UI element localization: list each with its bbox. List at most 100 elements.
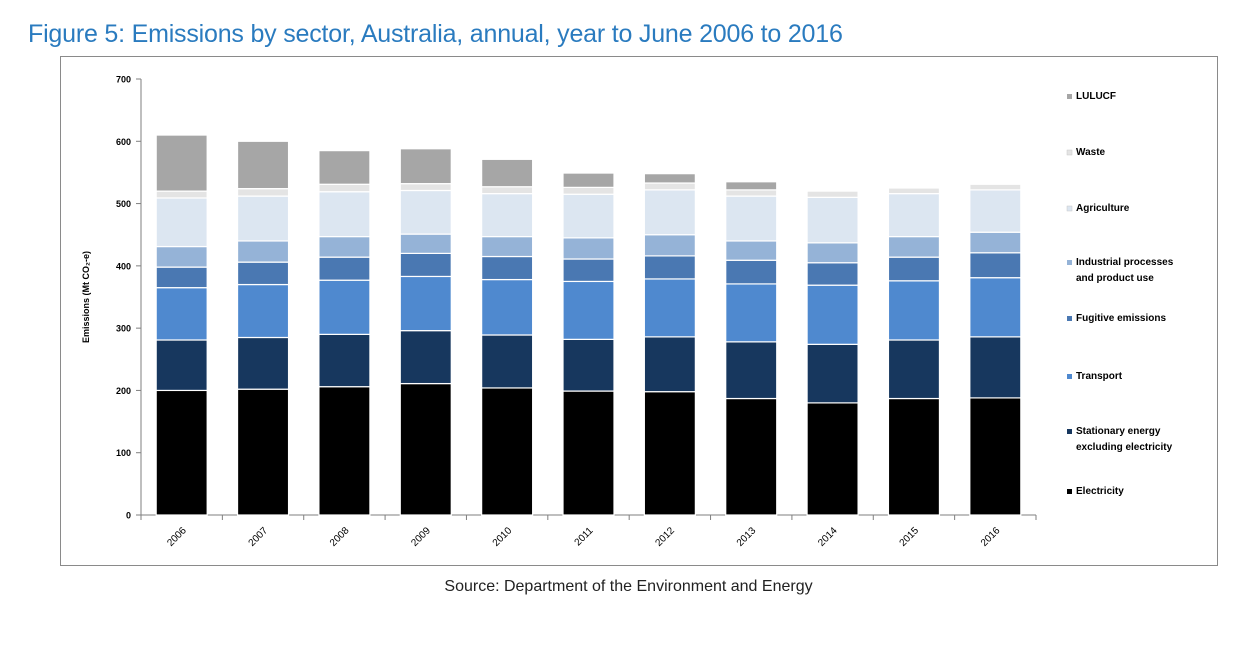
bar-segment-agriculture-2014 [806,196,859,244]
bar-segment-electricity-2010 [481,387,534,516]
bar-segment-stationary-energy-excluding-electricity-2011 [562,338,615,392]
figure-title: Figure 5: Emissions by sector, Australia… [28,20,843,48]
bar-segment-lulucf-2008 [318,150,371,185]
bar-segment-transport-2006 [155,287,208,341]
x-tick-label: 2014 [816,525,840,549]
legend-label: LULUCF [1076,91,1116,102]
bar-segment-agriculture-2013 [725,195,778,242]
bar-segment-industrial-processes-and-product-use-2014 [806,242,859,264]
bar-segment-lulucf-2006 [155,134,208,192]
x-tick-label: 2013 [735,525,759,549]
bar-segment-stationary-energy-excluding-electricity-2014 [806,343,859,404]
bar-segment-electricity-2008 [318,386,371,516]
legend-label: Stationary energy excluding electricity [1076,426,1173,453]
bar-segment-stationary-energy-excluding-electricity-2006 [155,339,208,392]
bar-segment-electricity-2007 [236,388,290,516]
legend-label: Industrial processes and product use [1076,257,1174,284]
bar-segment-agriculture-2012 [643,189,696,236]
legend-label: Fugitive emissions [1076,313,1166,324]
bar-segment-electricity-2013 [725,397,778,516]
bar-segment-industrial-processes-and-product-use-2006 [155,245,208,268]
bar-segment-transport-2011 [562,280,615,340]
bar-segment-stationary-energy-excluding-electricity-2016 [969,336,1022,399]
bar-segment-agriculture-2008 [318,191,371,238]
bar-segment-stationary-energy-excluding-electricity-2013 [725,341,778,400]
bar-segment-lulucf-2013 [725,181,778,191]
bar-segment-industrial-processes-and-product-use-2013 [725,240,778,261]
legend-swatch [1067,94,1072,99]
bar-segment-stationary-energy-excluding-electricity-2008 [318,333,371,388]
bar-segment-transport-2015 [887,280,941,341]
x-tick-label: 2008 [328,525,352,549]
bar-segment-industrial-processes-and-product-use-2012 [643,234,696,257]
bar-segment-fugitive-emissions-2016 [969,252,1022,279]
legend-swatch [1066,149,1073,156]
legend-label: Agriculture [1076,203,1130,214]
bar-segment-transport-2016 [969,277,1022,338]
bar-segment-waste-2012 [643,182,696,191]
y-tick-label: 100 [116,448,131,458]
legend-swatch [1067,429,1072,434]
bar-segment-waste-2008 [318,183,371,193]
bar-segment-electricity-2015 [887,397,941,516]
bar-segment-transport-2014 [806,284,859,345]
bar-segment-fugitive-emissions-2010 [481,255,534,281]
bar-segment-lulucf-2011 [562,172,615,188]
bar-segment-agriculture-2015 [887,193,941,238]
bar-segment-fugitive-emissions-2007 [236,261,290,286]
x-tick-label: 2016 [979,525,1003,549]
bar-segment-stationary-energy-excluding-electricity-2012 [643,336,696,393]
legend-swatch [1067,316,1072,321]
bar-segment-fugitive-emissions-2014 [806,262,859,286]
legend-swatch [1067,374,1072,379]
bar-segment-lulucf-2012 [643,173,696,184]
bar-segment-fugitive-emissions-2012 [643,255,696,280]
bar-segment-electricity-2011 [562,390,615,516]
x-tick-label: 2006 [165,525,189,549]
x-tick-label: 2011 [573,525,596,548]
bar-segment-waste-2006 [155,190,208,199]
bar-segment-lulucf-2010 [481,158,534,188]
bar-segment-waste-2007 [236,188,290,197]
y-tick-label: 700 [116,75,131,85]
y-tick-label: 300 [116,324,131,334]
source-note: Source: Department of the Environment an… [444,578,813,595]
legend-label: Transport [1076,371,1123,382]
y-tick-label: 500 [116,199,131,209]
bar-segment-fugitive-emissions-2006 [155,266,208,289]
bar-segment-transport-2012 [643,278,696,338]
bar-segment-electricity-2012 [643,391,696,516]
bar-segment-industrial-processes-and-product-use-2008 [318,235,371,258]
x-tick-label: 2015 [898,525,922,549]
y-tick-label: 600 [116,137,131,147]
bar-segment-transport-2009 [399,275,452,332]
bar-segment-transport-2010 [481,278,534,336]
bar-segment-waste-2010 [481,186,534,195]
bar-segment-electricity-2016 [969,397,1022,516]
bar-segment-agriculture-2010 [481,193,534,238]
bar-segment-industrial-processes-and-product-use-2007 [236,240,290,263]
bar-segment-waste-2014 [806,190,859,198]
bar-segment-agriculture-2011 [562,193,615,239]
bar-segment-waste-2015 [887,187,941,195]
legend-swatch [1067,260,1072,265]
bar-segment-electricity-2006 [155,389,208,516]
x-tick-label: 2009 [409,525,433,549]
bar-segment-stationary-energy-excluding-electricity-2007 [236,336,290,390]
x-tick-label: 2007 [247,525,271,549]
bar-segment-fugitive-emissions-2011 [562,258,615,283]
y-tick-label: 0 [126,511,131,521]
legend-label: Electricity [1076,486,1124,497]
legend-swatch [1066,205,1073,212]
chart-frame: 0 100 200 300 400 500 600 700 Emissions (Mt CO₂-… [60,56,1218,566]
bar-segment-transport-2007 [236,283,290,339]
bar-segment-industrial-processes-and-product-use-2009 [399,233,452,255]
bar-segment-fugitive-emissions-2015 [887,256,941,282]
legend-label: Waste [1076,147,1106,158]
x-tick-label: 2010 [491,525,515,549]
bar-segment-electricity-2014 [806,402,859,516]
bar-segment-fugitive-emissions-2008 [318,256,371,281]
bar-segment-waste-2016 [969,183,1022,191]
bar-segment-stationary-energy-excluding-electricity-2010 [481,334,534,389]
bar-segment-agriculture-2009 [399,189,452,235]
